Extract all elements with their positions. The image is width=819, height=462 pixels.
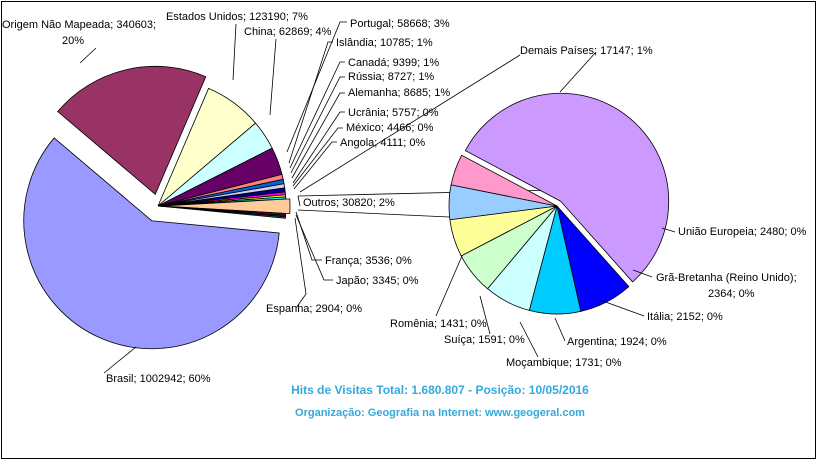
- secondary-slice-romenia: [450, 154, 558, 207]
- main-leader-estados-unidos: [232, 23, 237, 81]
- main-leader-angola: [293, 141, 337, 190]
- main-slice-brasil: [23, 137, 280, 350]
- main-leader-portugal: [286, 21, 347, 153]
- main-leader-espanha: [294, 217, 307, 309]
- secondary-label-argentina: Argentina; 1924; 0%: [567, 336, 667, 348]
- main-leader-china: [269, 38, 277, 116]
- secondary-label-suica: Suíça; 1591; 0%: [444, 334, 525, 346]
- main-label-islandia: Islândia; 10785; 1%: [336, 37, 433, 49]
- main-label-outros: Outros; 30820; 2%: [303, 197, 395, 209]
- main-leader-alemanha: [291, 92, 345, 179]
- main-leader-russia: [290, 76, 345, 174]
- secondary-leader-demais-paises-top: [559, 51, 597, 93]
- main-slice-outros: [161, 198, 291, 215]
- secondary-label-italia: Itália; 2152; 0%: [647, 311, 723, 323]
- main-leader-canada: [289, 61, 345, 169]
- main-leader-origem-nao-mapeada: [79, 47, 97, 64]
- secondary-leader-uniao-europeia: [661, 227, 676, 233]
- main-leader-japao: [295, 214, 333, 281]
- secondary-leader-romenia: [435, 255, 463, 317]
- main-label-canada: Canadá; 9399; 1%: [348, 57, 439, 69]
- main-label-origem-nao-mapeada: Origem Não Mapeada; 340603; 20%: [2, 19, 156, 47]
- secondary-label-romenia: Romênia; 1431; 0%: [390, 318, 487, 330]
- main-label-ucrania: Ucrânia; 5757; 0%: [348, 107, 439, 119]
- main-label-alemanha: Alemanha; 8685; 1%: [348, 87, 450, 99]
- secondary-label-gra-bretanha-reino-unido: Grã-Bretanha (Reino Unido); 2364; 0%: [656, 272, 797, 300]
- chart-caption-organization: Organização: Geografia na Internet: www.…: [295, 407, 585, 419]
- main-label-brasil: Brasil; 1002942; 60%: [106, 373, 211, 385]
- chart-caption-title: Hits de Visitas Total: 1.680.807 - Posiç…: [291, 383, 589, 397]
- secondary-leader-argentina: [554, 317, 566, 342]
- secondary-leader-italia: [599, 299, 645, 317]
- main-slice-espanha: [157, 205, 286, 219]
- main-label-franca: França; 3536; 0%: [325, 255, 412, 267]
- main-slice-origem-nao-mapeada: [57, 65, 207, 195]
- secondary-leader-mocambique: [519, 321, 539, 358]
- main-leader-brasil: [103, 346, 137, 374]
- main-label-espanha: Espanha; 2904; 0%: [266, 303, 362, 315]
- secondary-leader-demais-paises: [299, 54, 521, 193]
- main-label-china: China; 62869; 4%: [244, 26, 332, 38]
- main-label-portugal: Portugal; 58668; 3%: [350, 18, 450, 30]
- secondary-label-mocambique: Moçambique; 1731; 0%: [506, 357, 622, 369]
- main-leader-islandia: [288, 41, 333, 164]
- main-label-japao: Japão; 3345; 0%: [336, 275, 419, 287]
- main-label-angola: Angola; 4111; 0%: [340, 137, 425, 149]
- connector-tick: [297, 195, 301, 207]
- secondary-leader-gra-bretanha-reino-unido: [632, 269, 653, 278]
- secondary-slice-demais-paises: [464, 92, 670, 283]
- secondary-label-uniao-europeia: União Europeia; 2480; 0%: [678, 226, 807, 238]
- secondary-label-demais-paises: Demais Países; 17147; 1%: [520, 45, 653, 57]
- main-leader-ucrania: [292, 111, 345, 184]
- main-label-estados-unidos: Estados Unidos; 123190; 7%: [166, 11, 308, 23]
- main-label-russia: Rússia; 8727; 1%: [348, 71, 434, 83]
- main-leader-mexico: [292, 127, 343, 187]
- secondary-leader-suica: [479, 295, 491, 335]
- main-label-mexico: México; 4466; 0%: [346, 122, 434, 134]
